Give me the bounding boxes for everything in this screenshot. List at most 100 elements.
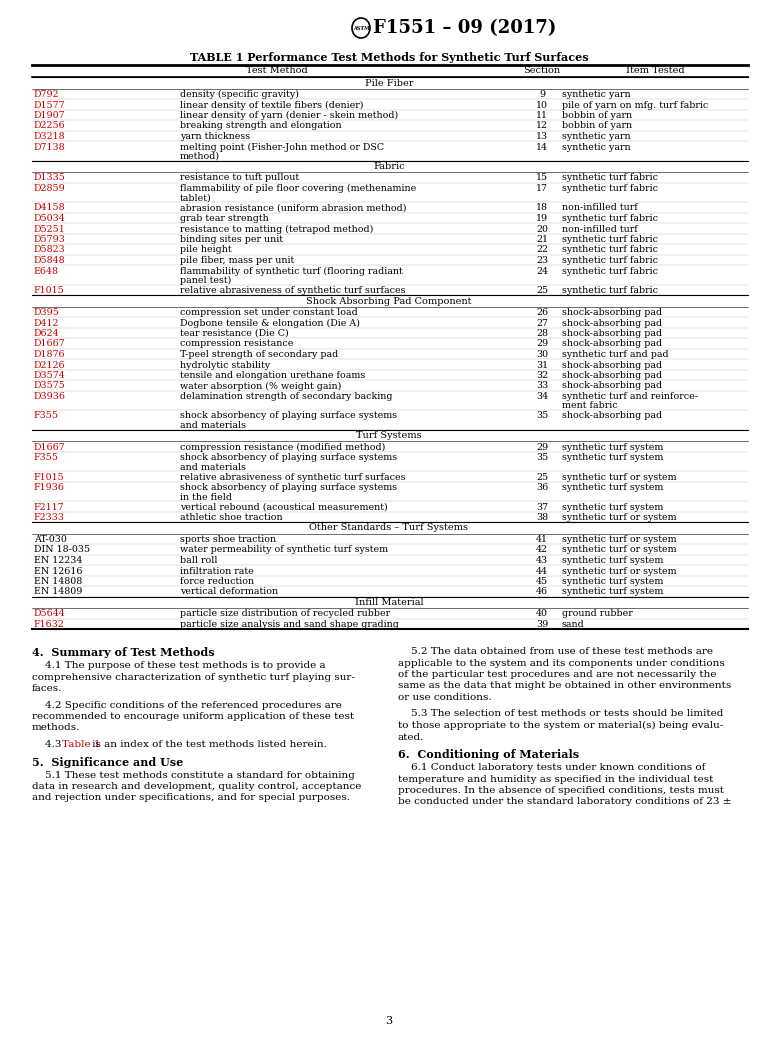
Text: synthetic turf or system: synthetic turf or system: [562, 545, 677, 555]
Text: 28: 28: [536, 329, 548, 338]
Text: compression set under constant load: compression set under constant load: [180, 308, 358, 318]
Text: procedures. In the absence of specified conditions, tests must: procedures. In the absence of specified …: [398, 786, 724, 795]
Text: synthetic turf fabric: synthetic turf fabric: [562, 184, 658, 193]
Text: tablet): tablet): [180, 194, 212, 203]
Text: particle size distribution of recycled rubber: particle size distribution of recycled r…: [180, 609, 390, 618]
Text: Shock Absorbing Pad Component: Shock Absorbing Pad Component: [307, 297, 471, 305]
Text: relative abrasiveness of synthetic turf surfaces: relative abrasiveness of synthetic turf …: [180, 473, 405, 482]
Text: D5793: D5793: [34, 235, 66, 244]
Text: sand: sand: [562, 620, 585, 629]
Text: same as the data that might be obtained in other environments: same as the data that might be obtained …: [398, 682, 731, 690]
Text: resistance to matting (tetrapod method): resistance to matting (tetrapod method): [180, 225, 373, 233]
Text: 30: 30: [536, 350, 548, 359]
Text: shock absorbency of playing surface systems: shock absorbency of playing surface syst…: [180, 453, 397, 462]
Text: methods.: methods.: [32, 723, 80, 733]
Text: D1577: D1577: [34, 101, 65, 109]
Text: D412: D412: [34, 319, 59, 328]
Text: synthetic turf system: synthetic turf system: [562, 483, 664, 492]
Text: synthetic turf system: synthetic turf system: [562, 453, 664, 462]
Text: water permeability of synthetic turf system: water permeability of synthetic turf sys…: [180, 545, 388, 555]
Text: vertical deformation: vertical deformation: [180, 587, 278, 596]
Text: and rejection under specifications, and for special purposes.: and rejection under specifications, and …: [32, 793, 350, 803]
Text: or use conditions.: or use conditions.: [398, 693, 492, 702]
Text: 5.1 These test methods constitute a standard for obtaining: 5.1 These test methods constitute a stan…: [32, 770, 355, 780]
Text: synthetic turf fabric: synthetic turf fabric: [562, 256, 658, 265]
Text: 17: 17: [536, 184, 548, 193]
Text: 5.  Significance and Use: 5. Significance and Use: [32, 757, 184, 767]
Text: T-peel strength of secondary pad: T-peel strength of secondary pad: [180, 350, 338, 359]
Text: TABLE 1 Performance Test Methods for Synthetic Turf Surfaces: TABLE 1 Performance Test Methods for Syn…: [190, 52, 588, 64]
Text: is an index of the test methods listed herein.: is an index of the test methods listed h…: [89, 740, 327, 750]
Text: non-infilled turf: non-infilled turf: [562, 203, 638, 212]
Text: non-infilled turf: non-infilled turf: [562, 225, 638, 233]
Text: F1015: F1015: [34, 286, 65, 295]
Text: compression resistance: compression resistance: [180, 339, 293, 349]
Text: delamination strength of secondary backing: delamination strength of secondary backi…: [180, 392, 392, 401]
Text: Section: Section: [524, 66, 561, 75]
Text: 29: 29: [536, 442, 548, 452]
Text: 11: 11: [536, 111, 548, 120]
Text: synthetic turf or system: synthetic turf or system: [562, 473, 677, 482]
Text: 46: 46: [536, 587, 548, 596]
Text: 4.2 Specific conditions of the referenced procedures are: 4.2 Specific conditions of the reference…: [32, 701, 342, 710]
Text: F1936: F1936: [34, 483, 65, 492]
Text: 40: 40: [536, 609, 548, 618]
Text: 5.2 The data obtained from use of these test methods are: 5.2 The data obtained from use of these …: [398, 648, 713, 656]
Text: D2859: D2859: [34, 184, 66, 193]
Text: synthetic turf and reinforce-: synthetic turf and reinforce-: [562, 392, 698, 401]
Text: 6.  Conditioning of Materials: 6. Conditioning of Materials: [398, 750, 579, 760]
Text: synthetic yarn: synthetic yarn: [562, 90, 631, 99]
Text: D1667: D1667: [34, 339, 66, 349]
Text: 25: 25: [536, 286, 548, 295]
Text: D5251: D5251: [34, 225, 66, 233]
Text: D1335: D1335: [34, 174, 66, 182]
Text: pile height: pile height: [180, 246, 232, 254]
Text: shock absorbency of playing surface systems: shock absorbency of playing surface syst…: [180, 411, 397, 421]
Text: method): method): [180, 152, 220, 161]
Text: synthetic turf fabric: synthetic turf fabric: [562, 235, 658, 244]
Text: 29: 29: [536, 339, 548, 349]
Text: vertical rebound (acoustical measurement): vertical rebound (acoustical measurement…: [180, 503, 387, 511]
Text: Pile Fiber: Pile Fiber: [365, 78, 413, 87]
Text: F2117: F2117: [34, 503, 65, 511]
Text: flammability of pile floor covering (methenamine: flammability of pile floor covering (met…: [180, 184, 416, 194]
Text: binding sites per unit: binding sites per unit: [180, 235, 283, 244]
Text: synthetic turf or system: synthetic turf or system: [562, 566, 677, 576]
Text: Dogbone tensile & elongation (Die A): Dogbone tensile & elongation (Die A): [180, 319, 360, 328]
Text: 15: 15: [536, 174, 548, 182]
Text: 45: 45: [536, 577, 548, 586]
Text: in the field: in the field: [180, 492, 232, 502]
Text: 18: 18: [536, 203, 548, 212]
Text: 37: 37: [536, 503, 548, 511]
Text: grab tear strength: grab tear strength: [180, 214, 268, 223]
Text: shock-absorbing pad: shock-absorbing pad: [562, 360, 662, 370]
Text: to those appropriate to the system or material(s) being evalu-: to those appropriate to the system or ma…: [398, 721, 724, 730]
Text: synthetic turf fabric: synthetic turf fabric: [562, 214, 658, 223]
Text: 4.3: 4.3: [32, 740, 65, 750]
Text: D5644: D5644: [34, 609, 66, 618]
Text: Test Method: Test Method: [246, 66, 308, 75]
Text: force reduction: force reduction: [180, 577, 254, 586]
Text: flammability of synthetic turf (flooring radiant: flammability of synthetic turf (flooring…: [180, 266, 403, 276]
Text: shock-absorbing pad: shock-absorbing pad: [562, 319, 662, 328]
Text: Table 1: Table 1: [62, 740, 100, 750]
Text: ASTM: ASTM: [352, 25, 370, 30]
Text: 5.3 The selection of test methods or tests should be limited: 5.3 The selection of test methods or tes…: [398, 710, 724, 718]
Text: shock-absorbing pad: shock-absorbing pad: [562, 371, 662, 380]
Text: pile fiber, mass per unit: pile fiber, mass per unit: [180, 256, 294, 265]
Text: D5823: D5823: [34, 246, 66, 254]
Text: D1907: D1907: [34, 111, 65, 120]
Text: pile of yarn on mfg. turf fabric: pile of yarn on mfg. turf fabric: [562, 101, 708, 109]
Text: 14: 14: [536, 143, 548, 152]
Text: and materials: and materials: [180, 462, 246, 472]
Text: Turf Systems: Turf Systems: [356, 431, 422, 440]
Text: synthetic turf fabric: synthetic turf fabric: [562, 246, 658, 254]
Text: D1667: D1667: [34, 442, 66, 452]
Text: AT-030: AT-030: [34, 535, 67, 544]
Text: synthetic yarn: synthetic yarn: [562, 132, 631, 141]
Text: synthetic turf system: synthetic turf system: [562, 556, 664, 565]
Text: faces.: faces.: [32, 684, 62, 693]
Text: hydrolytic stability: hydrolytic stability: [180, 360, 270, 370]
Text: F355: F355: [34, 453, 59, 462]
Text: D3574: D3574: [34, 371, 66, 380]
